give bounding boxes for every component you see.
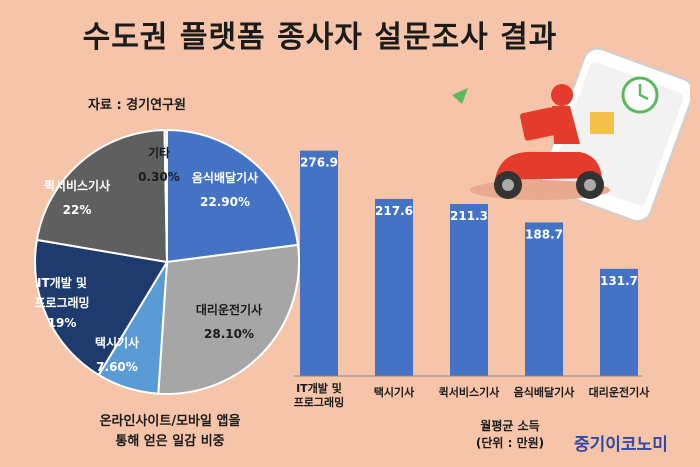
bar: [525, 222, 563, 376]
bar: [600, 268, 638, 376]
bar-category-label: 택시기사: [374, 385, 415, 399]
pie-value-label: 19%: [48, 316, 77, 330]
pie-label: 음식배달기사: [192, 170, 258, 185]
pie-slice: [35, 129, 169, 264]
pie-label: 기타: [148, 145, 170, 160]
delivery-scooter-illustration: [452, 47, 690, 223]
bar-value-label: 211.3: [450, 209, 488, 223]
page-title: 수도권 플랫폼 종사자 설문조사 결과: [82, 20, 558, 55]
pie-label: 택시기사: [95, 335, 139, 350]
package-icon: [590, 112, 614, 134]
pie-value-label: 0.30%: [138, 170, 180, 184]
pie-slice: [34, 238, 169, 377]
bar-category-label: 대리운전기사: [589, 385, 651, 399]
pie-label: 퀵서비스기사: [44, 178, 110, 193]
pie-label: 프로그래밍: [34, 295, 89, 310]
bar: [300, 150, 338, 376]
pie-caption-line2: 통해 얻은 일감 비중: [115, 434, 225, 449]
bar-category-label: 퀵서비스기사: [439, 385, 501, 399]
pie-slice: [163, 128, 168, 263]
source-label: 자료 : 경기연구원: [88, 98, 186, 113]
pie-caption-line1: 온라인사이트/모바일 앱을: [99, 414, 241, 429]
pie-value-label: 28.10%: [204, 327, 254, 341]
bar-caption-line1: 월평균 소득: [480, 419, 540, 433]
bar-caption: 월평균 소득 (단위 : 만원): [430, 418, 590, 452]
bar: [375, 198, 413, 376]
pie-value-label: 22%: [63, 203, 92, 217]
bar-value-label: 131.7: [600, 274, 638, 288]
pie-caption: 온라인사이트/모바일 앱을 통해 얻은 일감 비중: [40, 412, 300, 452]
bar-category-label: 음식배달기사: [514, 385, 576, 399]
bar-category-label: IT개발 및: [296, 381, 342, 395]
pie-slice: [157, 243, 300, 395]
helmet-icon: [551, 84, 573, 106]
bar-value-label: 276.9: [300, 156, 338, 170]
pie-label: 대리운전기사: [196, 302, 262, 317]
pie-value-label: 22.90%: [200, 195, 250, 209]
pie-slice: [166, 128, 299, 264]
pie-value-label: 7.60%: [96, 360, 138, 374]
bar-caption-line2: (단위 : 만원): [475, 436, 545, 450]
pie-label: IT개발 및: [37, 275, 87, 290]
send-icon: [452, 88, 468, 104]
bar-value-label: 217.6: [375, 204, 413, 218]
brand-logo-text: 중기이코노미: [574, 435, 668, 455]
bar-category-label: 프로그래밍: [294, 395, 345, 409]
scooter-icon: [470, 84, 614, 200]
bar: [450, 204, 488, 376]
bar-value-label: 188.7: [525, 227, 563, 241]
